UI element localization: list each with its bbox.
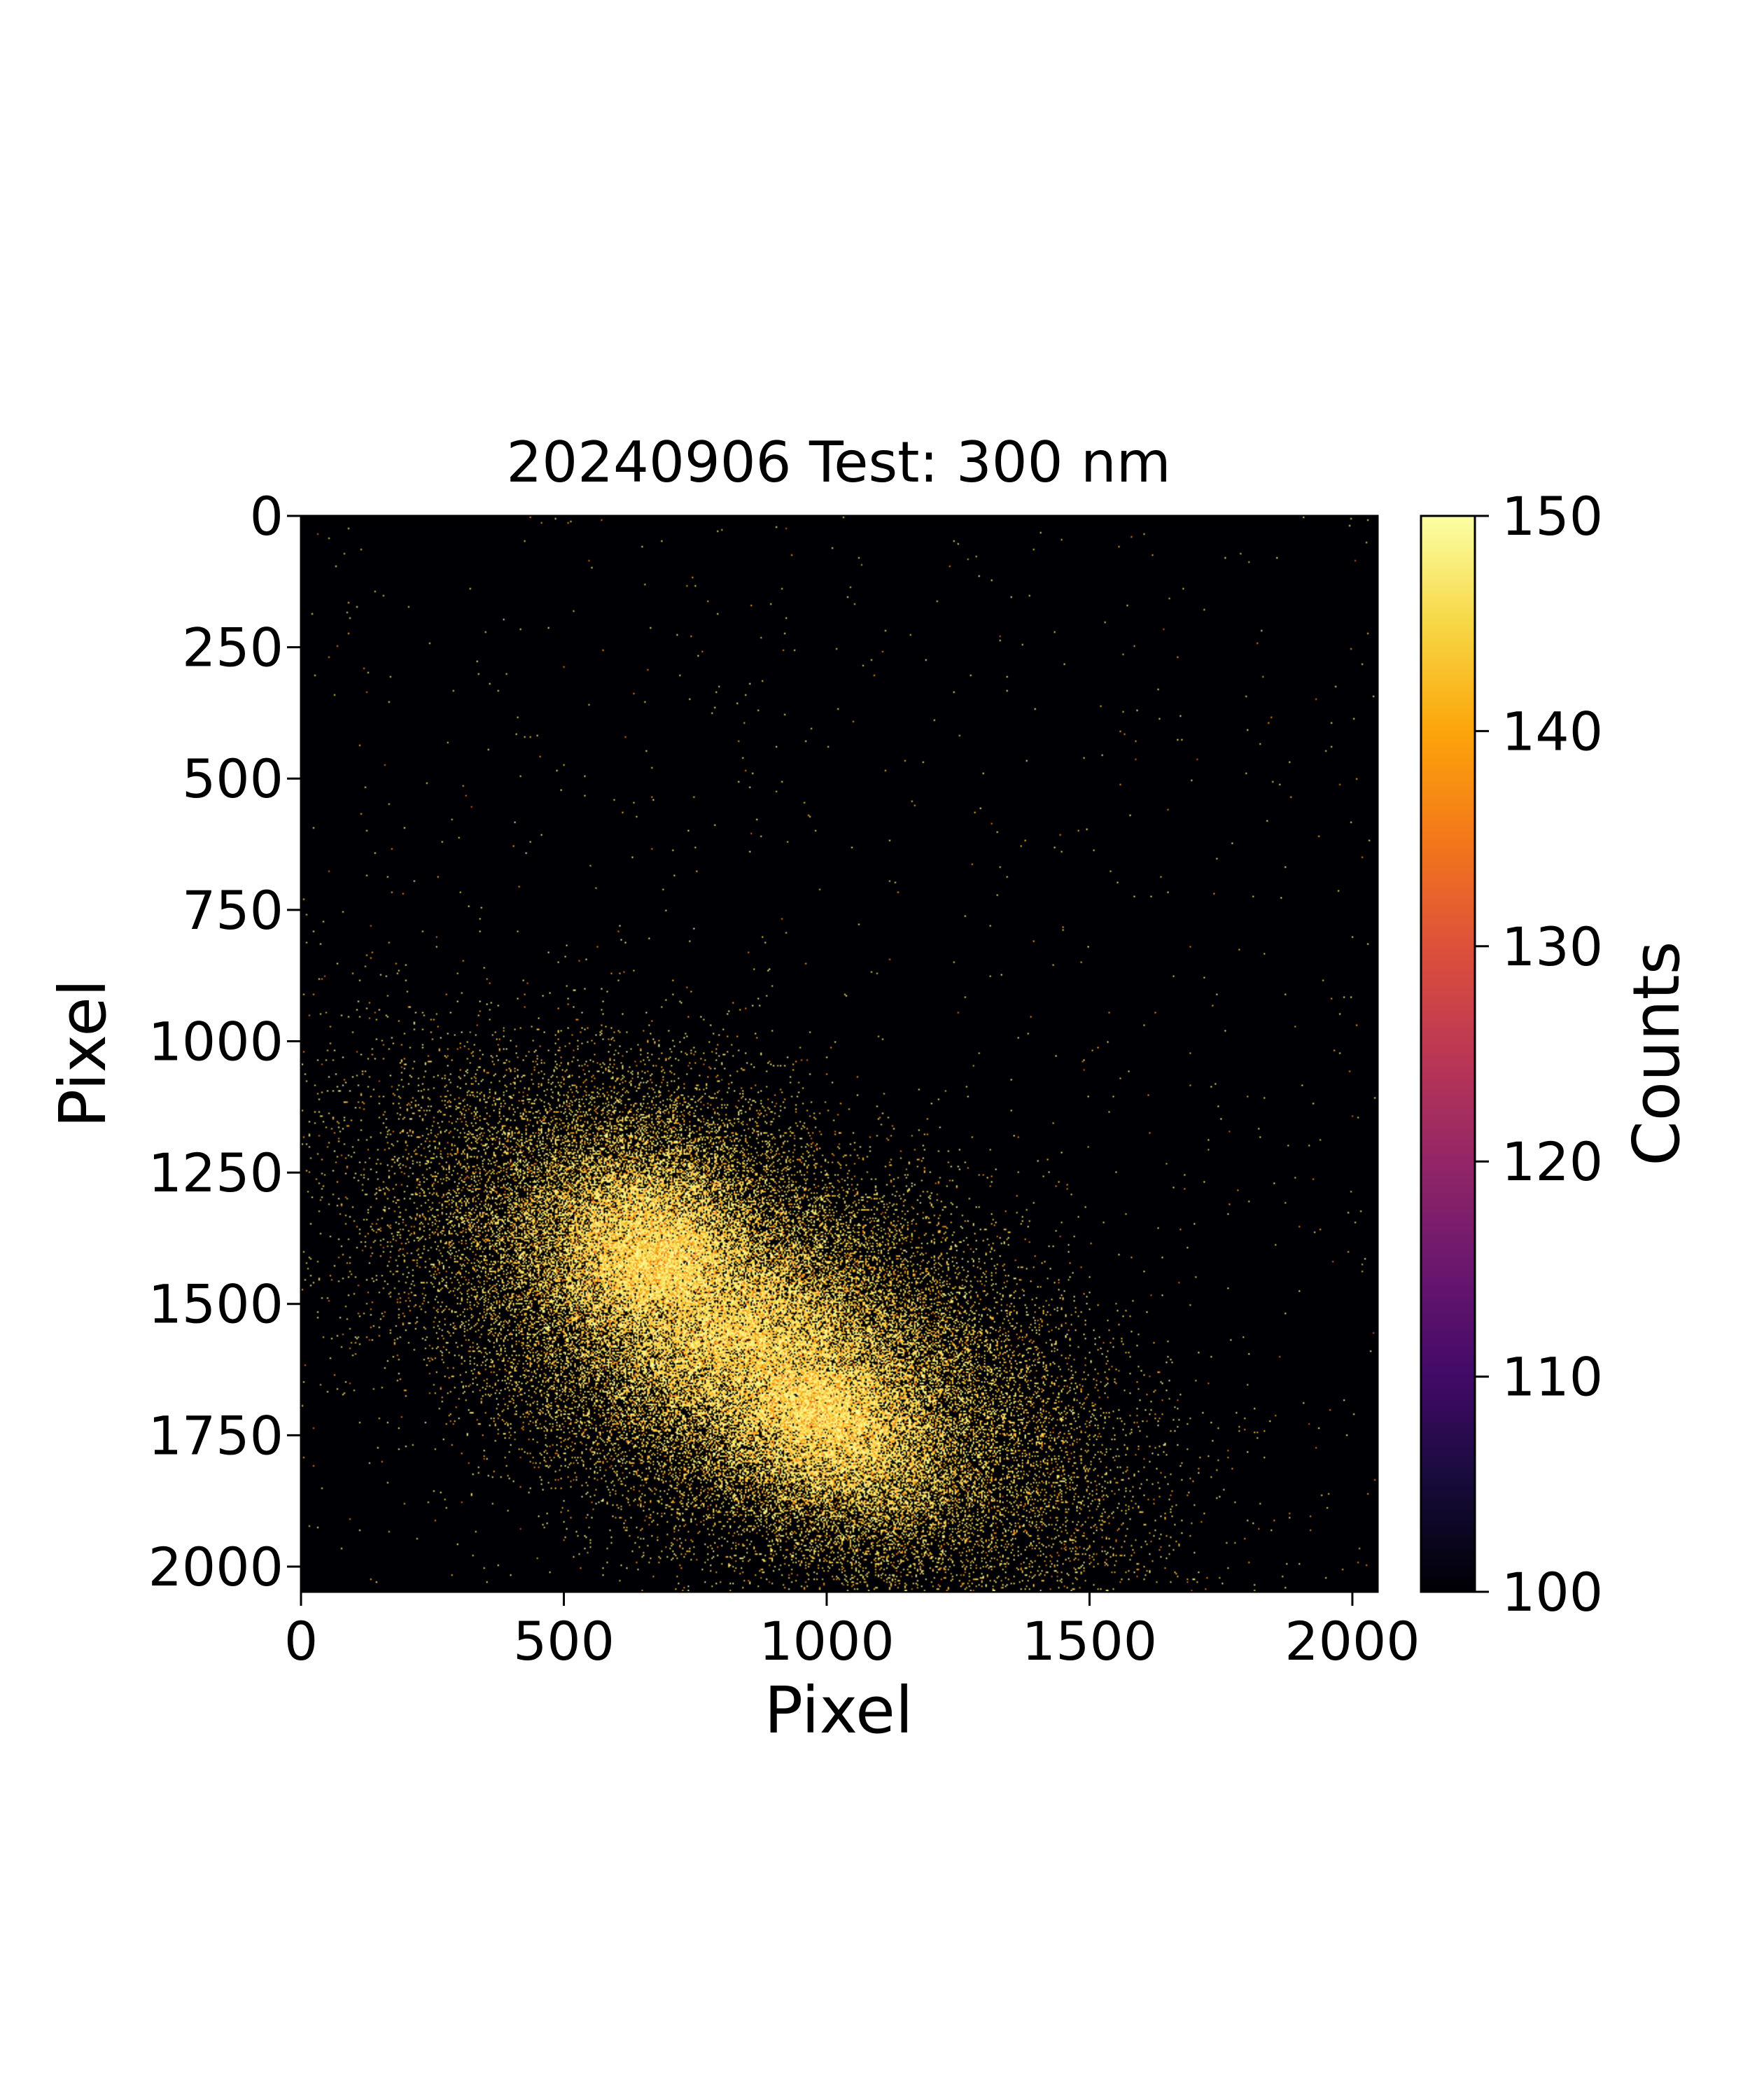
y-tick-label: 1250 — [148, 1142, 284, 1204]
y-axis-ticks: 0 250 500 750 1000 1250 1500 1750 2000 — [148, 485, 301, 1598]
y-tick-label: 750 — [182, 879, 284, 941]
colorbar-tick-label: 130 — [1502, 916, 1603, 978]
colorbar-tick-label: 140 — [1502, 700, 1603, 762]
heatmap-image — [302, 517, 1377, 1591]
plot-area-frame — [300, 514, 1379, 1593]
x-tick-label: 1000 — [759, 1610, 894, 1672]
y-tick-label: 500 — [182, 748, 284, 810]
y-tick-label: 1500 — [148, 1273, 284, 1336]
y-axis-label: Pixel — [46, 979, 120, 1128]
x-axis-ticks: 0 500 1000 1500 2000 — [284, 1592, 1420, 1672]
y-tick-label: 2000 — [148, 1536, 284, 1598]
x-tick-label: 0 — [284, 1610, 318, 1672]
colorbar-tick-label: 100 — [1502, 1561, 1603, 1623]
y-tick-label: 0 — [250, 485, 284, 547]
colorbar-tick-label: 110 — [1502, 1346, 1603, 1408]
x-tick-label: 1500 — [1022, 1610, 1157, 1672]
y-tick-label: 250 — [182, 617, 284, 679]
colorbar-tick-label: 150 — [1502, 485, 1603, 547]
x-axis-label: Pixel — [764, 1673, 913, 1748]
x-tick-label: 2000 — [1284, 1610, 1420, 1672]
colorbar-label: Counts — [1619, 941, 1694, 1166]
y-tick-label: 1750 — [148, 1404, 284, 1466]
x-tick-label: 500 — [513, 1610, 615, 1672]
y-tick-label: 1000 — [148, 1010, 284, 1072]
colorbar-tick-label: 120 — [1502, 1130, 1603, 1193]
colorbar — [1420, 514, 1476, 1593]
chart-title: 20240906 Test: 300 nm — [506, 430, 1170, 495]
colorbar-ticks: 100 110 120 130 140 150 — [1475, 485, 1603, 1623]
